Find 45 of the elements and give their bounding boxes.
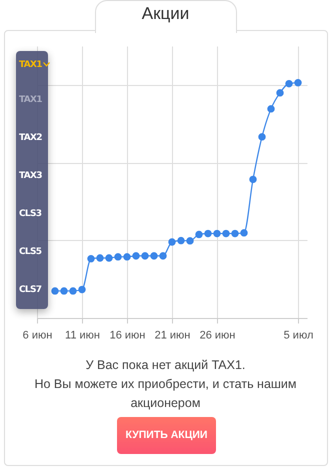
point <box>51 287 59 295</box>
point <box>222 230 230 238</box>
x-tick-label: 6 июн <box>22 330 52 342</box>
x-tick-label: 11 июн <box>65 330 100 342</box>
point <box>105 254 113 262</box>
point <box>213 230 221 238</box>
point <box>195 230 203 238</box>
point <box>96 254 104 262</box>
annotation: CLS7 <box>19 285 42 295</box>
x-tick-label: 5 июл <box>284 330 314 342</box>
point <box>60 287 68 295</box>
point <box>114 253 122 261</box>
annotation: TAX1 <box>19 95 42 105</box>
point <box>177 236 185 244</box>
point <box>258 133 266 141</box>
point <box>240 229 248 237</box>
point <box>285 80 293 88</box>
text: КУПИТЬ АКЦИИ <box>117 417 216 454</box>
point <box>69 287 77 295</box>
annotation: TAX2 <box>19 133 42 143</box>
point <box>150 252 158 260</box>
point <box>87 255 95 262</box>
point <box>267 105 275 113</box>
point <box>231 230 239 238</box>
annotation: CLS5 <box>19 247 42 257</box>
point <box>168 238 176 246</box>
x-tick-label: 21 июн <box>154 330 190 342</box>
annotation: CLS3 <box>19 209 42 219</box>
text: TAX1 <box>19 60 42 70</box>
annotation: TAX3 <box>19 171 42 181</box>
point <box>276 89 284 97</box>
point <box>78 286 86 294</box>
point <box>123 253 131 261</box>
x-tick-label: 16 июн <box>110 330 146 342</box>
chart-title: Акции <box>140 4 190 24</box>
point <box>159 252 167 260</box>
point <box>249 176 257 184</box>
point <box>141 252 149 260</box>
x-tick-label: 26 июн <box>200 330 236 342</box>
point <box>132 252 140 260</box>
text: У Вас пока нет акций TAX1. <box>84 357 246 374</box>
point <box>294 79 302 86</box>
point <box>204 230 212 238</box>
text: Но Вы можете их приобрести, и стать нашим акционером <box>33 376 298 412</box>
point <box>186 237 194 245</box>
